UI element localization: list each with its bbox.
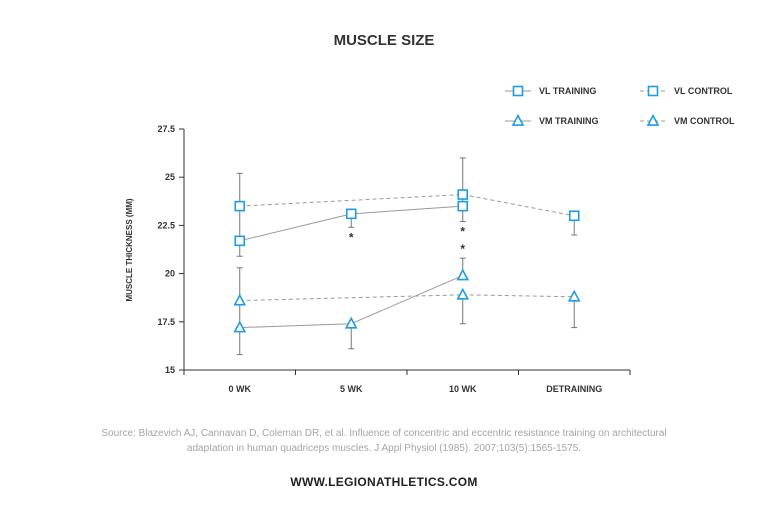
y-tick-label: 15 [165,365,175,375]
chart-title: MUSCLE SIZE [334,32,435,49]
data-point [344,316,358,329]
data-point [457,200,469,212]
legend-item-vl-control: VL CONTROL [640,85,733,97]
series-line-segment [462,294,575,298]
series-line-segment [239,294,463,302]
series-line-segment [239,213,352,242]
legend-label: VM TRAINING [539,116,599,126]
series-line-segment [462,194,575,217]
legend-marker [512,85,524,97]
legend-item-vl-training: VL TRAINING [505,85,596,97]
x-tick-label: 0 WK [229,384,252,394]
x-tick-label: 10 WK [449,384,477,394]
data-point [234,200,246,212]
data-point [233,320,247,333]
legend-item-vm-control: VM CONTROL [640,113,735,126]
legend-marker [647,85,659,97]
y-axis-label: MUSCLE THICKNESS (MM) [125,198,134,301]
y-tick-label: 20 [165,269,175,279]
y-tick-label: 25 [165,172,175,182]
legend-item-vm-training: VM TRAINING [505,113,599,126]
series-vl-training: * * [234,157,469,257]
series-vm-training: * [233,242,470,356]
website-url: WWW.LEGIONATHLETICS.COM [290,475,478,489]
series-line-segment [239,323,352,329]
data-point [456,268,470,281]
data-point [456,287,470,300]
series-vl-control [234,189,580,236]
legend-label: VL TRAINING [539,86,596,96]
series-line-segment [351,275,463,325]
x-tick-label: DETRAINING [546,384,602,394]
plot-area: * ** [233,157,581,356]
axes: 15 17.5 20 22.5 25 27.5 0 WK 5 WK 10 WK DETRAININ… [157,124,631,394]
y-tick-label: 22.5 [157,220,175,230]
legend-marker [646,113,660,126]
legend: VL TRAINING VL CONTROL VM TRAINING VM CONTR… [505,85,735,126]
legend-label: VM CONTROL [674,116,735,126]
legend-label: VL CONTROL [674,86,733,96]
data-point [234,235,246,247]
x-tick-label: 5 WK [340,384,363,394]
y-tick-label: 17.5 [157,317,175,327]
series-vm-control [233,287,581,329]
data-point [345,208,357,220]
significance-marker: * [349,230,354,244]
y-tick-label: 27.5 [157,124,175,134]
data-point [233,293,247,306]
data-point [567,289,581,302]
data-point [568,210,580,222]
legend-marker [511,113,525,126]
series-line-segment [239,194,463,207]
data-point [457,189,469,200]
source-citation: Source: Blazevich AJ, Cannavan D, Colema… [101,428,667,454]
series-line-segment [351,205,463,215]
significance-marker: * [460,225,465,239]
significance-marker: * [460,242,465,256]
